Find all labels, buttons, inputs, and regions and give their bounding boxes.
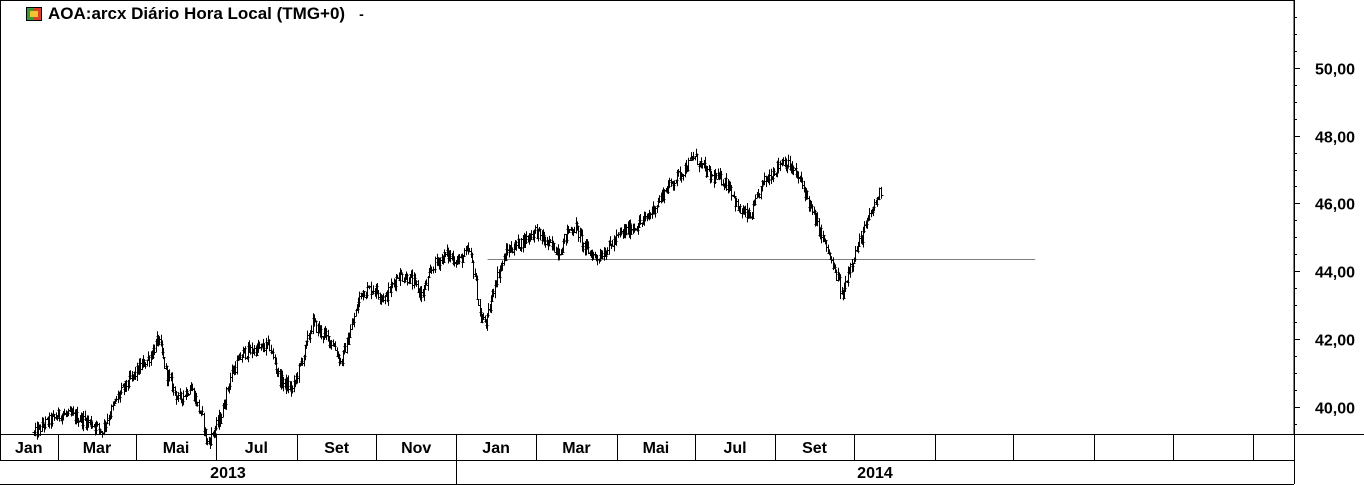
price-bar [433,256,438,273]
month-label: Set [802,440,828,457]
price-bar [610,239,615,247]
y-tick-label: 40,00 [1315,401,1355,418]
price-bar [119,382,124,395]
month-label: Jul [245,440,268,457]
price-bar [495,266,500,288]
month-label: Mai [643,440,670,457]
app-logo-icon [26,7,42,21]
price-bar [214,417,219,431]
price-bar [369,281,374,300]
price-bar [476,299,481,306]
month-label: Jan [482,440,510,457]
title-menu-dropdown[interactable]: - [359,6,364,22]
month-label: Set [324,440,350,457]
month-label: Jul [723,440,746,457]
price-bar [365,281,370,299]
month-label: Mai [163,440,190,457]
month-label: Mar [83,440,111,457]
y-tick-label: 46,00 [1315,197,1355,214]
y-tick-label: 42,00 [1315,333,1355,350]
y-tick-label: 50,00 [1315,62,1355,79]
year-label: 2014 [857,465,893,482]
y-tick-label: 44,00 [1315,265,1355,282]
price-bar [729,185,734,201]
price-bar [475,275,480,300]
month-label: Mar [562,440,590,457]
chart-title: AOA:arcx Diário Hora Local (TMG+0) [48,4,346,23]
price-bar [810,204,815,216]
price-bar [147,355,152,368]
y-tick-label: 48,00 [1315,130,1355,147]
year-label: 2013 [210,465,246,482]
month-label: Nov [401,440,431,457]
chart-title-bar: AOA:arcx Diário Hora Local (TMG+0) - [26,4,364,24]
month-label: Jan [15,440,43,457]
price-bar [879,186,884,199]
